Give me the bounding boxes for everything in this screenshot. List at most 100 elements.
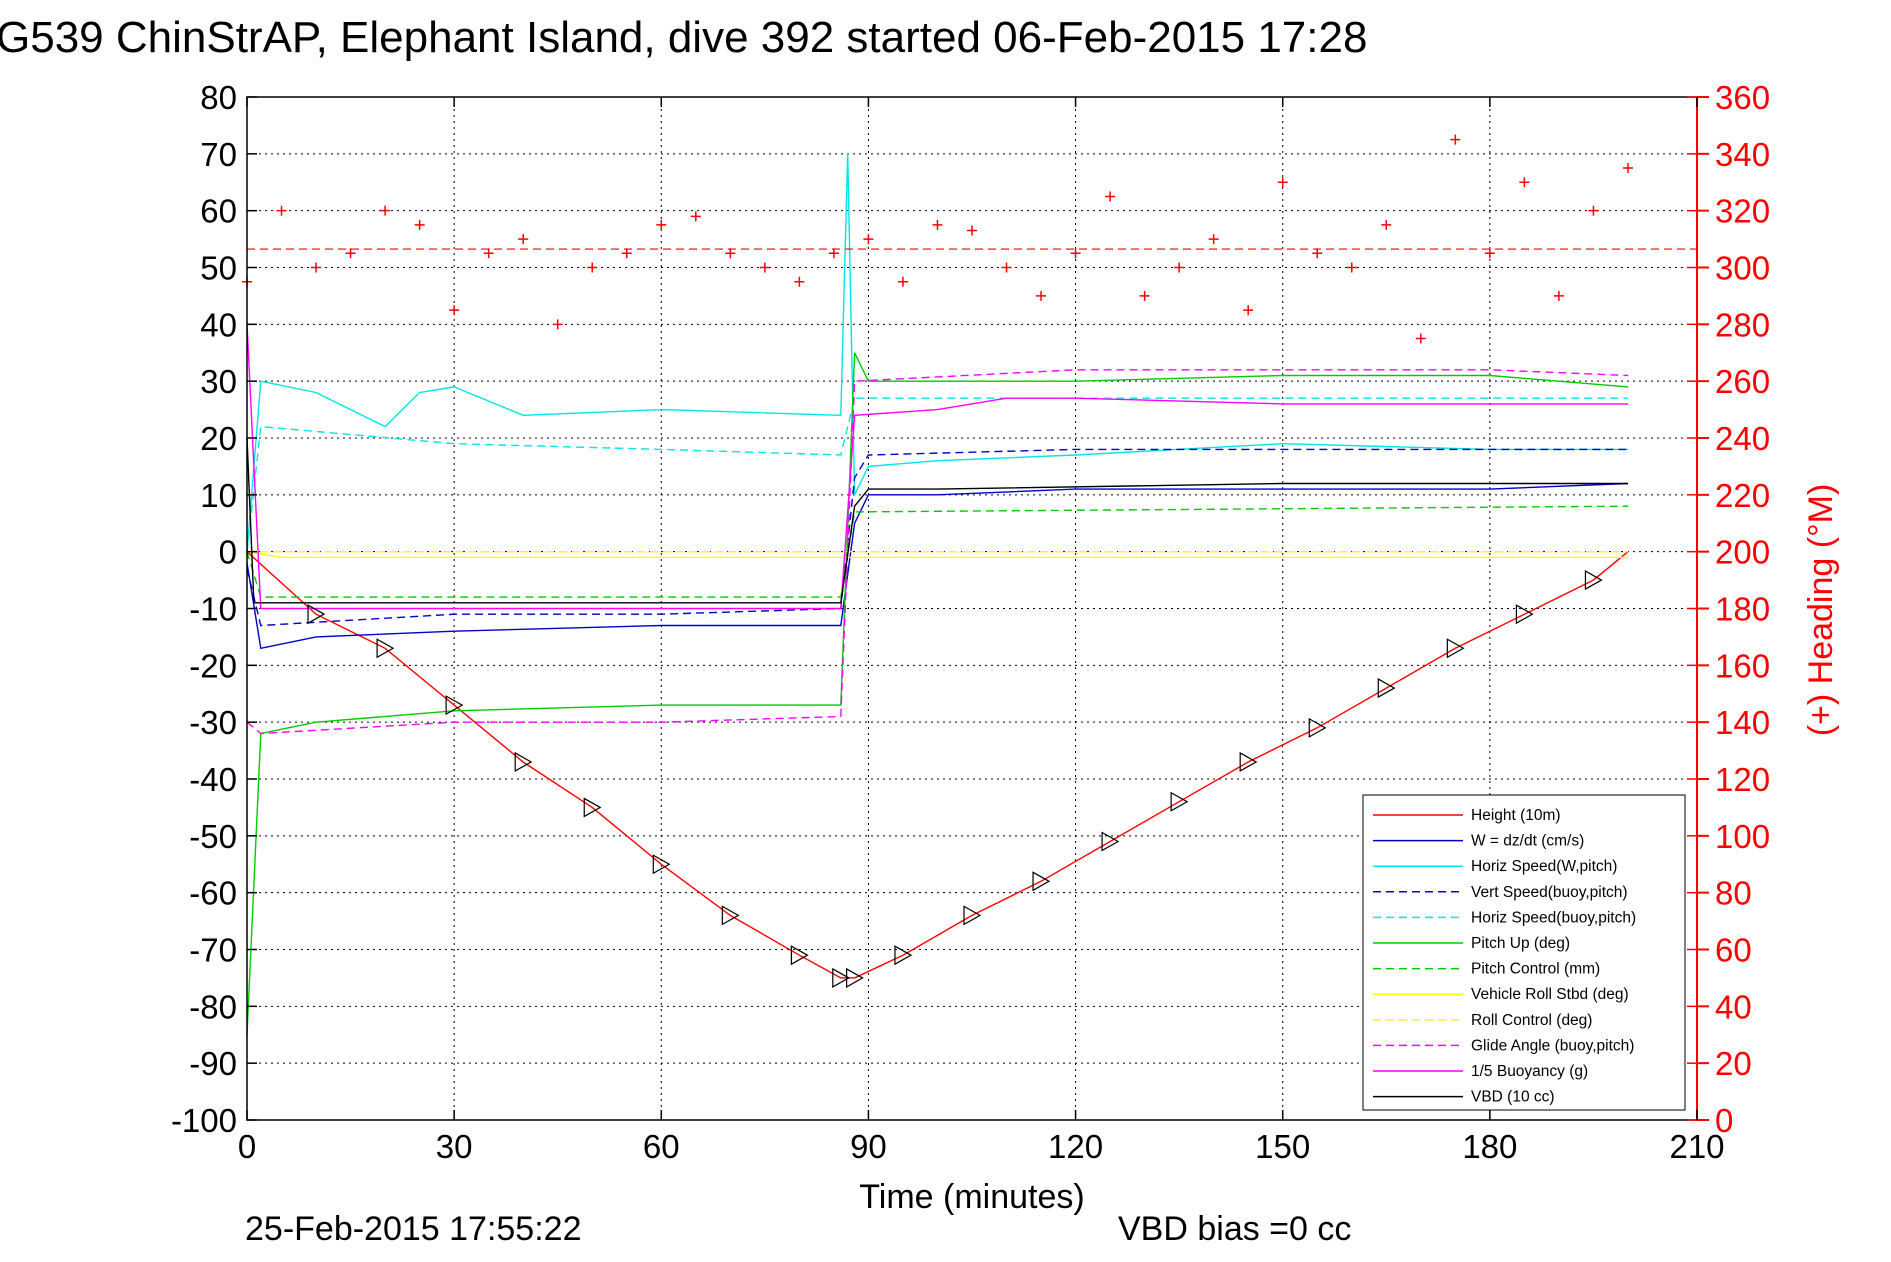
heading-point: [1312, 248, 1323, 259]
heading-point: [1070, 248, 1081, 259]
series-line: [246, 397, 1628, 552]
heading-point: [1588, 205, 1599, 216]
x-tick-label: 90: [850, 1128, 887, 1165]
left-tick-label: -50: [189, 818, 237, 855]
left-tick-label: 0: [219, 534, 237, 571]
right-tick-label: 280: [1715, 306, 1770, 343]
x-tick-label: 120: [1048, 1128, 1103, 1165]
heading-point: [759, 262, 770, 273]
x-tick-label: 210: [1669, 1128, 1724, 1165]
height-marker: [1170, 791, 1189, 812]
x-axis: 0 30 60 90 120 150 180 210: [238, 97, 1725, 1165]
right-tick-label: 360: [1715, 79, 1770, 116]
right-tick-label: 300: [1715, 250, 1770, 287]
right-tick-label: 160: [1715, 647, 1770, 684]
left-tick-label: 80: [200, 79, 237, 116]
right-tick-label: 120: [1715, 761, 1770, 798]
heading-point: [1484, 248, 1495, 259]
right-tick-label: 200: [1715, 534, 1770, 571]
heading-point: [414, 219, 425, 230]
heading-point: [1208, 234, 1219, 245]
height-marker: [445, 695, 464, 716]
heading-point: [1001, 262, 1012, 273]
series-layer: [242, 134, 1697, 1035]
height-marker: [1101, 831, 1120, 852]
height-marker: [790, 945, 809, 966]
legend-label: 1/5 Buoyancy (g): [1471, 1063, 1588, 1080]
right-tick-label: 240: [1715, 420, 1770, 457]
series-line: [246, 153, 1628, 552]
heading-point: [1277, 177, 1288, 188]
heading-point: [621, 248, 632, 259]
legend-label: Pitch Control (mm): [1471, 961, 1600, 978]
series-line: [246, 505, 1629, 598]
heading-point: [380, 205, 391, 216]
height-marker: [376, 638, 395, 659]
legend: Height (10m) W = dz/dt (cm/s) Horiz Speed(…: [1362, 794, 1686, 1111]
left-tick-label: -70: [189, 932, 237, 969]
left-tick-label: -100: [171, 1102, 237, 1139]
heading-point: [1519, 177, 1530, 188]
heading-point: [794, 276, 805, 287]
right-axis-label: (+) Heading (°M): [1802, 484, 1840, 737]
right-tick-label: 60: [1715, 932, 1752, 969]
series-line: [246, 448, 1628, 627]
legend-label: Horiz Speed(W,pitch): [1471, 858, 1617, 875]
legend-label: W = dz/dt (cm/s): [1471, 833, 1584, 850]
height-marker: [721, 905, 740, 926]
height-marker: [1446, 638, 1465, 659]
left-tick-label: 30: [200, 363, 237, 400]
heading-point: [1174, 262, 1185, 273]
height-marker: [1584, 570, 1603, 591]
right-tick-label: 220: [1715, 477, 1770, 514]
height-marker: [832, 967, 851, 988]
height-marker: [846, 967, 864, 988]
x-tick-label: 180: [1462, 1128, 1517, 1165]
heading-point: [932, 219, 943, 230]
right-tick-label: 40: [1715, 988, 1752, 1025]
heading-point: [1105, 191, 1116, 202]
heading-point: [311, 262, 322, 273]
right-axis: 3603403203002802602402202001801601401201…: [1687, 79, 1770, 1139]
series-line: [246, 551, 1628, 558]
left-tick-label: -60: [189, 875, 237, 912]
chart-title: G539 ChinStrAP, Elephant Island, dive 39…: [0, 13, 1367, 62]
heading-point: [1036, 290, 1047, 301]
legend-label: Glide Angle (buoy,pitch): [1471, 1037, 1634, 1054]
height-marker: [1308, 717, 1327, 738]
right-tick-label: 0: [1715, 1102, 1733, 1139]
left-axis: 80 70 60 50 40 30 20 10 0 -10 -20 -30 -40 -50 -60 -70 -8…: [171, 79, 257, 1139]
vbd-bias-label: VBD bias =0 cc: [1118, 1210, 1351, 1248]
legend-label: VBD (10 cc): [1471, 1089, 1555, 1106]
series-line: [246, 437, 1628, 604]
left-tick-label: -20: [189, 647, 237, 684]
right-tick-label: 180: [1715, 591, 1770, 628]
height-marker: [1032, 871, 1051, 892]
legend-box: [1362, 794, 1686, 1111]
right-tick-label: 340: [1715, 136, 1770, 173]
heading-point: [449, 305, 460, 316]
heading-point: [1139, 290, 1150, 301]
right-tick-label: 320: [1715, 193, 1770, 230]
heading-point: [863, 234, 874, 245]
series-line: [246, 324, 1628, 610]
legend-label: Vehicle Roll Stbd (deg): [1471, 986, 1629, 1003]
left-tick-label: -80: [189, 988, 237, 1025]
x-axis-label: Time (minutes): [859, 1178, 1084, 1216]
x-tick-label: 30: [436, 1128, 473, 1165]
height-marker: [963, 905, 982, 926]
heading-point: [656, 219, 667, 230]
heading-point: [1346, 262, 1357, 273]
heading-point: [345, 248, 356, 259]
height-markers: [307, 570, 1603, 988]
left-tick-label: 70: [200, 136, 237, 173]
series-line: [246, 551, 1629, 979]
legend-label: Horiz Speed(buoy,pitch): [1471, 909, 1636, 926]
right-tick-label: 260: [1715, 363, 1770, 400]
footer-timestamp: 25-Feb-2015 17:55:22: [245, 1210, 581, 1248]
heading-point: [552, 319, 563, 330]
right-tick-label: 80: [1715, 875, 1752, 912]
left-tick-label: 10: [200, 477, 237, 514]
x-tick-label: 60: [643, 1128, 680, 1165]
